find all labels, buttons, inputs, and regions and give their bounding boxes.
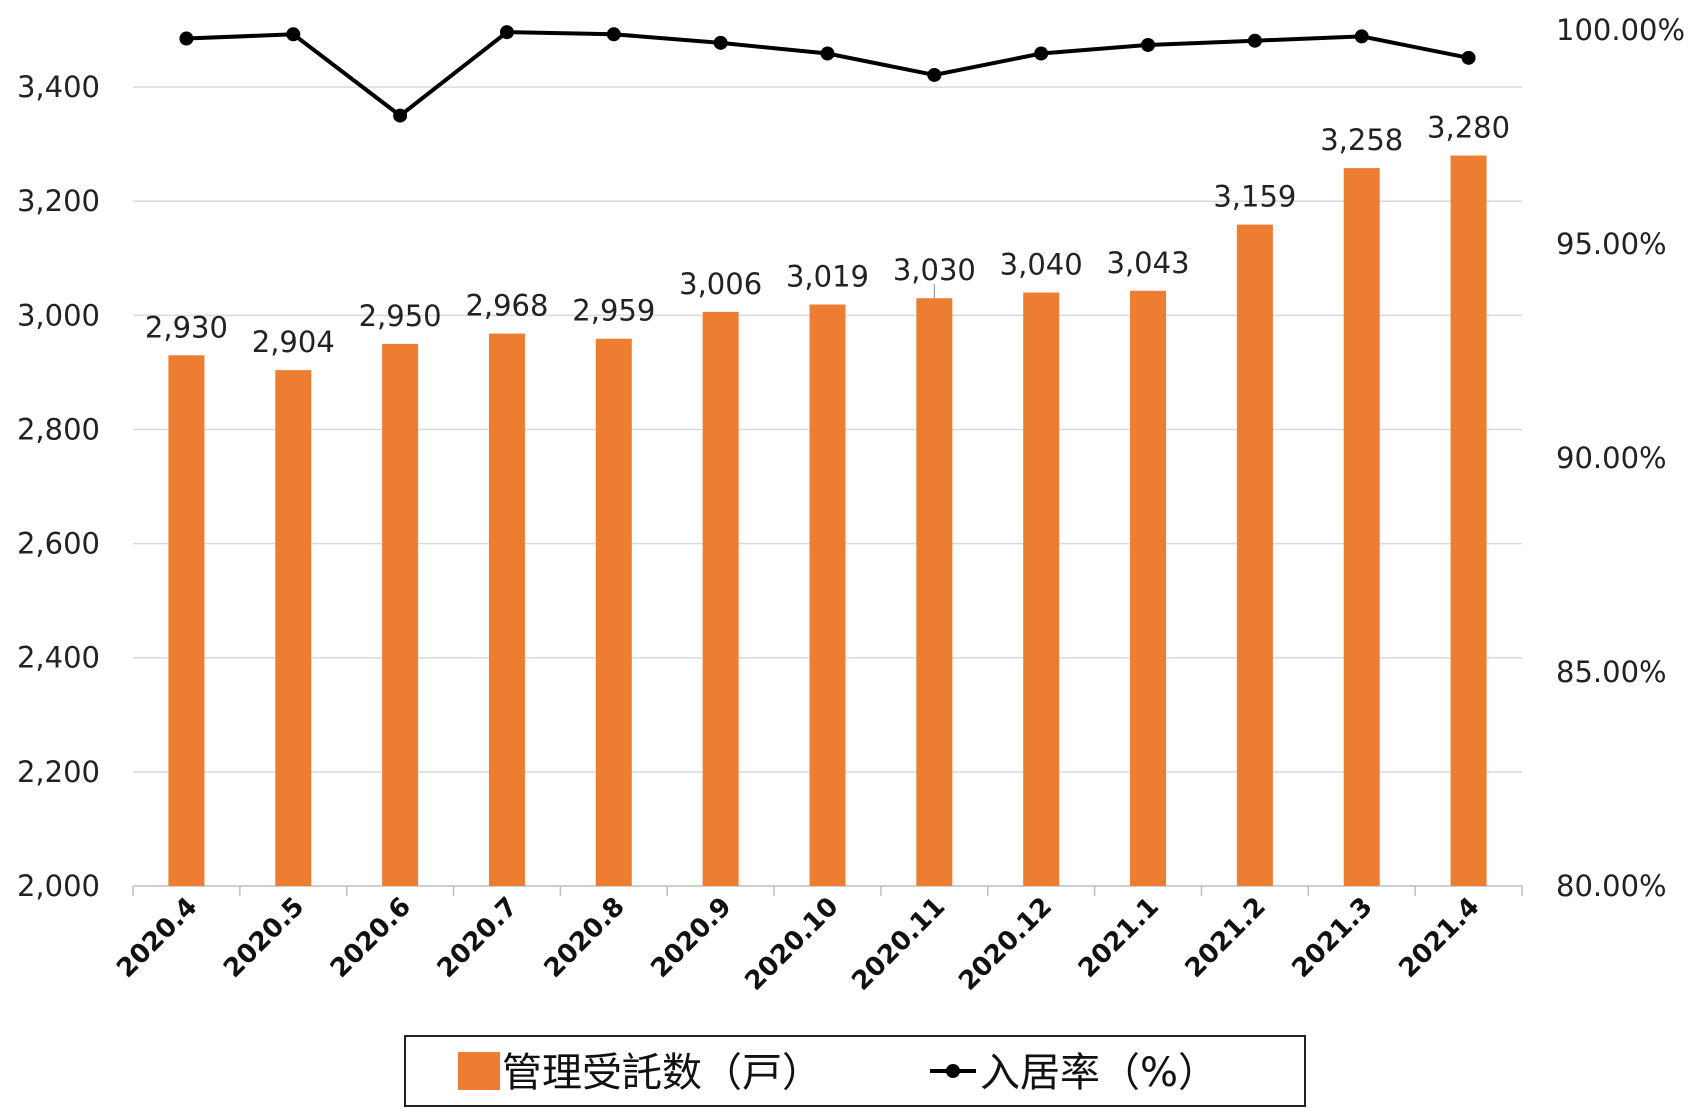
line-point [1247, 33, 1262, 48]
legend-swatch-bar [458, 1052, 500, 1090]
x-tick-label: 2020.9 [645, 892, 737, 984]
bar [1023, 292, 1060, 886]
bar [809, 304, 846, 886]
bar [1343, 168, 1380, 887]
bar-data-label: 3,019 [786, 259, 869, 293]
bar-data-label: 2,930 [145, 310, 228, 344]
occupancy-line [186, 30, 1469, 119]
bar [488, 333, 525, 886]
x-tick-label: 2020.7 [432, 892, 524, 984]
line-point [1141, 37, 1156, 52]
x-tick-label: 2020.4 [111, 892, 203, 984]
line-point [499, 25, 514, 40]
legend-frame [404, 1035, 1306, 1107]
bar [1450, 155, 1487, 887]
x-tick-label: 2020.8 [539, 892, 631, 984]
x-tick-label: 2021.3 [1287, 892, 1379, 984]
x-tick-label: 2020.11 [846, 892, 951, 997]
bar-data-label: 3,006 [679, 267, 762, 301]
bar-series [168, 155, 1487, 887]
y-left-tick-label: 2,200 [17, 755, 100, 789]
y-right-tick-label: 85.00% [1556, 655, 1667, 689]
x-tick-label: 2021.2 [1180, 892, 1272, 984]
bar-data-label: 3,280 [1427, 111, 1510, 145]
x-tick-label: 2020.5 [218, 892, 310, 984]
line-point [286, 27, 301, 42]
y-axis-right: 80.00% 85.00% 90.00% 95.00% 100.00% [1556, 13, 1685, 903]
y-left-tick-label: 3,200 [17, 184, 100, 218]
bar [1236, 224, 1273, 886]
x-tick-label: 2021.1 [1073, 892, 1165, 984]
y-right-tick-label: 90.00% [1556, 441, 1667, 475]
line-point [713, 35, 728, 50]
y-left-tick-label: 2,600 [17, 527, 100, 561]
line-point [606, 27, 621, 42]
bar-data-label: 3,159 [1213, 180, 1296, 214]
y-axis-left: 2,000 2,200 2,400 2,600 2,800 3,000 3,200 3,400 [17, 70, 100, 903]
legend-swatch-marker [946, 1064, 960, 1078]
line-point [1461, 50, 1476, 65]
y-left-tick-label: 3,000 [17, 298, 100, 332]
bar-data-label: 3,040 [1000, 248, 1083, 282]
x-tick-label: 2020.12 [953, 892, 1058, 997]
y-right-tick-label: 100.00% [1556, 13, 1685, 47]
bar [168, 355, 205, 886]
y-left-tick-label: 2,000 [17, 869, 100, 903]
y-left-tick-label: 2,400 [17, 641, 100, 675]
bar [382, 343, 419, 886]
line-point [393, 108, 408, 123]
x-axis [132, 885, 1523, 896]
bar-data-label: 3,043 [1107, 246, 1190, 280]
bar [702, 311, 739, 887]
x-tick-labels: 2020.4 2020.5 2020.6 2020.7 2020.8 2020.9 2020… [111, 892, 1485, 997]
line-point [927, 67, 942, 82]
y-right-tick-label: 95.00% [1556, 227, 1667, 261]
line-point [820, 46, 835, 61]
y-left-tick-label: 3,400 [17, 70, 100, 104]
x-tick-label: 2021.4 [1393, 892, 1485, 984]
legend-label-bar: 管理受託数（戸） [502, 1050, 822, 1096]
line-point [1354, 29, 1369, 44]
bar [275, 370, 312, 887]
line-series [179, 25, 1476, 123]
legend: 管理受託数（戸） 入居率（%） [404, 1035, 1306, 1107]
line-point [179, 31, 194, 46]
bar [916, 298, 953, 886]
y-left-tick-label: 2,800 [17, 412, 100, 446]
bar-data-label: 2,959 [572, 294, 655, 328]
bar-data-label: 2,904 [252, 325, 335, 359]
y-right-tick-label: 80.00% [1556, 869, 1667, 903]
bar [1130, 290, 1167, 886]
x-tick-label: 2020.6 [325, 892, 417, 984]
x-tick-label: 2020.10 [739, 892, 844, 997]
bar-data-labels: 2,930 2,904 2,950 2,968 2,959 3,006 3,019 3,030… [145, 111, 1510, 360]
bar-data-label: 3,030 [893, 253, 976, 287]
legend-label-line: 入居率（%） [980, 1050, 1218, 1096]
bar [595, 338, 632, 886]
bar-data-label: 2,950 [359, 299, 442, 333]
line-point [1034, 46, 1049, 61]
bar-data-label: 3,258 [1320, 123, 1403, 157]
bar-data-label: 2,968 [465, 289, 548, 323]
